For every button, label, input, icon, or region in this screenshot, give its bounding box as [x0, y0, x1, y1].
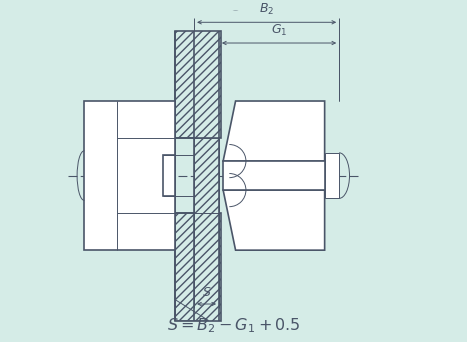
Bar: [176, 30, 221, 138]
Bar: [163, 155, 176, 196]
Polygon shape: [223, 190, 325, 250]
Text: $B_2$: $B_2$: [259, 2, 274, 17]
Text: $G_1$: $G_1$: [271, 23, 287, 38]
Polygon shape: [176, 300, 209, 320]
Bar: [325, 153, 339, 198]
Bar: [223, 161, 325, 190]
Bar: [85, 101, 176, 250]
Text: $S=B_2-G_1+0.5$: $S=B_2-G_1+0.5$: [167, 316, 300, 335]
Polygon shape: [223, 101, 325, 161]
Bar: [194, 138, 219, 213]
Text: $S$: $S$: [202, 286, 212, 299]
Bar: [176, 213, 221, 320]
